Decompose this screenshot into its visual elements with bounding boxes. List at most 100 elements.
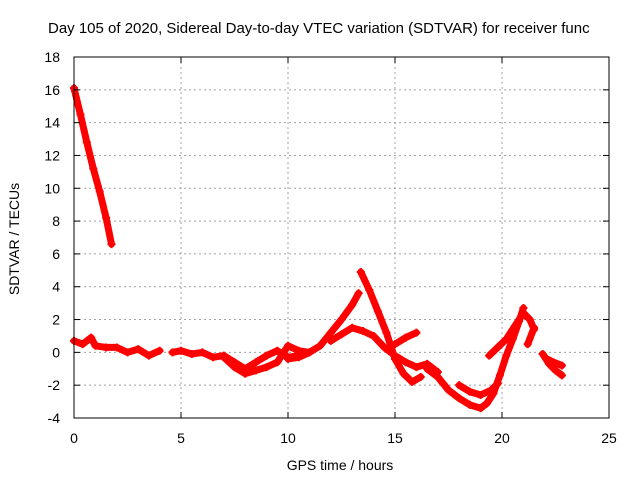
- data-point: [107, 240, 116, 249]
- data-point: [465, 400, 474, 409]
- y-axis-label: SDTVAR / TECUs: [6, 183, 22, 295]
- data-point: [95, 187, 104, 196]
- data-point: [251, 366, 260, 375]
- data-point: [209, 353, 218, 362]
- data-point: [198, 348, 207, 357]
- data-point: [112, 343, 121, 352]
- data-point: [423, 364, 432, 373]
- data-point: [102, 343, 111, 352]
- data-point: [354, 289, 363, 298]
- data-point: [76, 110, 85, 119]
- data-point: [549, 358, 558, 367]
- data-point: [134, 345, 143, 354]
- data-point: [251, 358, 260, 367]
- data-point: [187, 350, 196, 359]
- data-point: [557, 371, 566, 380]
- data-point: [495, 371, 504, 380]
- data-point: [262, 363, 271, 372]
- data-point: [391, 354, 399, 363]
- grid: [74, 57, 609, 418]
- data-point: [168, 348, 177, 357]
- data-point: [78, 340, 87, 349]
- data-point: [412, 328, 421, 337]
- data-point: [326, 336, 335, 345]
- data-point: [483, 399, 492, 408]
- data-point: [399, 369, 408, 378]
- data-point: [365, 286, 374, 295]
- x-tick-label: 10: [280, 430, 296, 446]
- data-point: [557, 361, 566, 370]
- data-point: [144, 351, 153, 360]
- x-tick-label: 20: [494, 430, 510, 446]
- data-point: [382, 328, 391, 337]
- data-point: [337, 315, 346, 324]
- data-point: [493, 343, 502, 352]
- data-point: [284, 354, 292, 363]
- y-tick-label: 2: [52, 312, 60, 328]
- data-point: [408, 377, 417, 386]
- data-point: [177, 346, 185, 355]
- data-point: [241, 369, 250, 378]
- data-point: [369, 331, 378, 340]
- data-point: [530, 323, 539, 332]
- data-point: [284, 341, 292, 350]
- ticks: 0 5 10 15 20 25 -4 -2 0 2 4 6 8 10 12 14 16 18: [44, 49, 617, 446]
- data-point: [373, 307, 382, 316]
- y-tick-label: 4: [52, 279, 60, 295]
- data-point: [358, 327, 367, 336]
- data-point: [476, 391, 485, 400]
- y-tick-label: 6: [52, 246, 60, 262]
- data-point: [348, 323, 357, 332]
- plot-series: [70, 84, 566, 413]
- data-point: [219, 353, 228, 362]
- data-point: [502, 351, 511, 360]
- x-tick-label: 5: [177, 430, 185, 446]
- data-point: [123, 348, 132, 357]
- y-tick-label: -4: [48, 410, 61, 426]
- data-point: [525, 315, 534, 324]
- data-point: [455, 381, 464, 390]
- data-point: [401, 333, 410, 342]
- y-tick-label: 12: [44, 147, 60, 163]
- x-tick-label: 15: [387, 430, 403, 446]
- data-point: [455, 394, 464, 403]
- data-point: [230, 363, 239, 372]
- data-point: [305, 348, 314, 357]
- data-point: [523, 340, 532, 349]
- data-point: [356, 267, 365, 276]
- data-point: [502, 335, 511, 344]
- data-point: [538, 350, 547, 359]
- data-point: [273, 346, 282, 355]
- y-tick-label: 14: [44, 115, 60, 131]
- data-point: [510, 322, 519, 331]
- y-tick-label: 10: [44, 180, 60, 196]
- data-point: [416, 372, 425, 381]
- data-point: [348, 300, 357, 309]
- data-point: [487, 386, 496, 395]
- data-point: [326, 328, 335, 337]
- data-point: [337, 330, 346, 339]
- x-tick-label: 25: [601, 430, 617, 446]
- data-point: [294, 353, 303, 362]
- data-point: [155, 346, 164, 355]
- data-point: [485, 351, 494, 360]
- x-tick-label: 0: [70, 430, 78, 446]
- x-axis-label: GPS time / hours: [287, 457, 394, 473]
- y-tick-label: 0: [52, 344, 60, 360]
- data-point: [273, 358, 282, 367]
- data-point: [542, 354, 551, 363]
- data-point: [493, 379, 502, 388]
- series-texture: [73, 336, 161, 357]
- data-point: [401, 358, 410, 367]
- data-point: [102, 213, 111, 222]
- chart-title: Day 105 of 2020, Sidereal Day-to-day VTE…: [48, 20, 590, 37]
- y-tick-label: 18: [44, 49, 60, 65]
- data-point: [91, 341, 100, 350]
- data-point: [89, 164, 98, 173]
- data-point: [519, 308, 528, 317]
- data-point: [476, 404, 485, 413]
- data-point: [433, 372, 442, 381]
- series-texture: [359, 271, 422, 383]
- y-tick-label: -2: [48, 377, 61, 393]
